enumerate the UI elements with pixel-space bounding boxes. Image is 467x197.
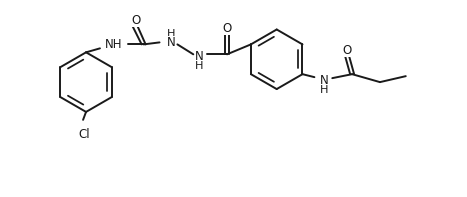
Text: Cl: Cl [78, 128, 90, 141]
Text: H: H [195, 61, 204, 71]
Text: N: N [320, 74, 329, 87]
Text: NH: NH [105, 38, 123, 51]
Text: O: O [131, 14, 140, 27]
Text: O: O [343, 44, 352, 57]
Text: H: H [167, 30, 176, 39]
Text: N: N [167, 36, 176, 49]
Text: O: O [222, 22, 232, 35]
Text: H: H [320, 85, 329, 95]
Text: N: N [195, 50, 204, 63]
